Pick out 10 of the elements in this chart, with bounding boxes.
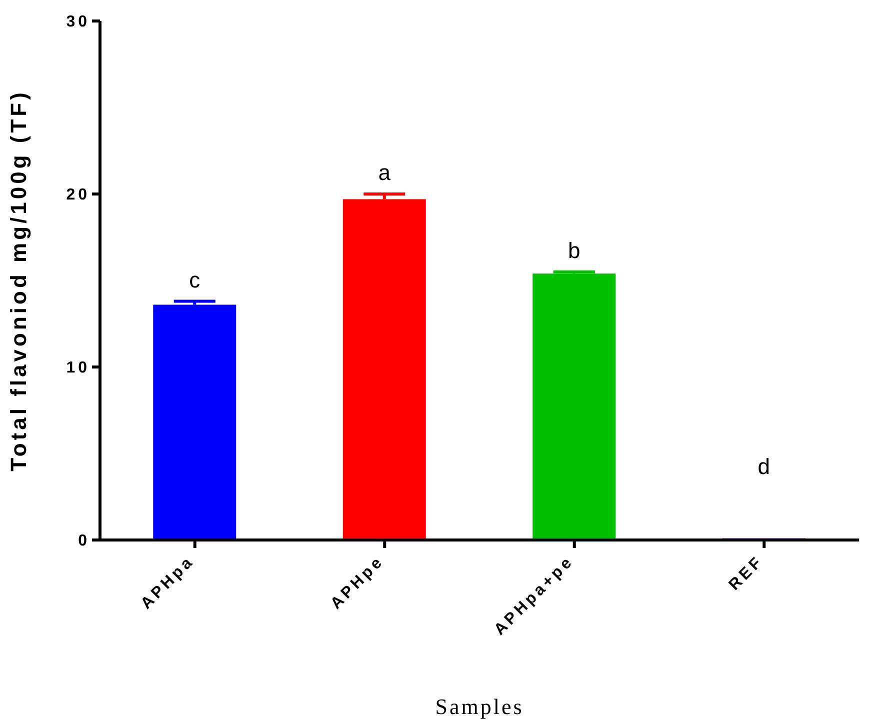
y-tick-label: 0 xyxy=(78,532,90,550)
annotation: d xyxy=(758,454,770,479)
annotation: b xyxy=(568,238,580,263)
annotation: c xyxy=(189,267,200,292)
x-axis-title: Samples xyxy=(435,694,524,719)
annotation: a xyxy=(378,160,392,185)
y-tick-label: 20 xyxy=(66,186,90,204)
y-axis-title: Total flavoniod mg/100g (TF) xyxy=(6,90,31,472)
y-tick-label: 30 xyxy=(66,14,90,31)
y-tick-label: 10 xyxy=(66,360,90,377)
